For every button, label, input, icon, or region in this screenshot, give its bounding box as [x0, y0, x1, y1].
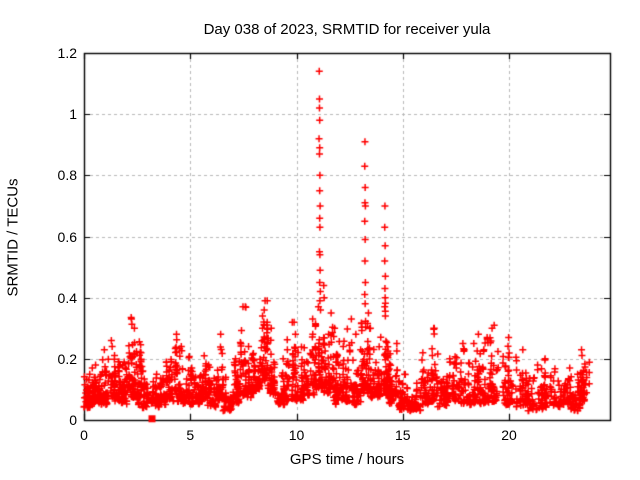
- x-tick-label: 5: [186, 427, 195, 443]
- x-axis-label: GPS time / hours: [289, 451, 405, 468]
- x-tick-label: 20: [501, 427, 517, 443]
- y-tick-label: 1.2: [57, 45, 77, 61]
- y-tick-label: 0.2: [57, 350, 77, 367]
- y-tick-label: 0.6: [57, 228, 77, 245]
- y-tick-label: 0.4: [57, 289, 77, 306]
- x-tick-label: 10: [288, 427, 305, 443]
- y-tick-label: 0.8: [57, 167, 77, 184]
- y-tick-label: 1: [69, 106, 77, 123]
- x-tick-label: 15: [394, 427, 411, 443]
- x-tick-label: 0: [80, 427, 88, 443]
- y-tick-label: 0: [69, 412, 77, 428]
- chart-title: Day 038 of 2023, SRMTID for receiver yul…: [203, 21, 491, 38]
